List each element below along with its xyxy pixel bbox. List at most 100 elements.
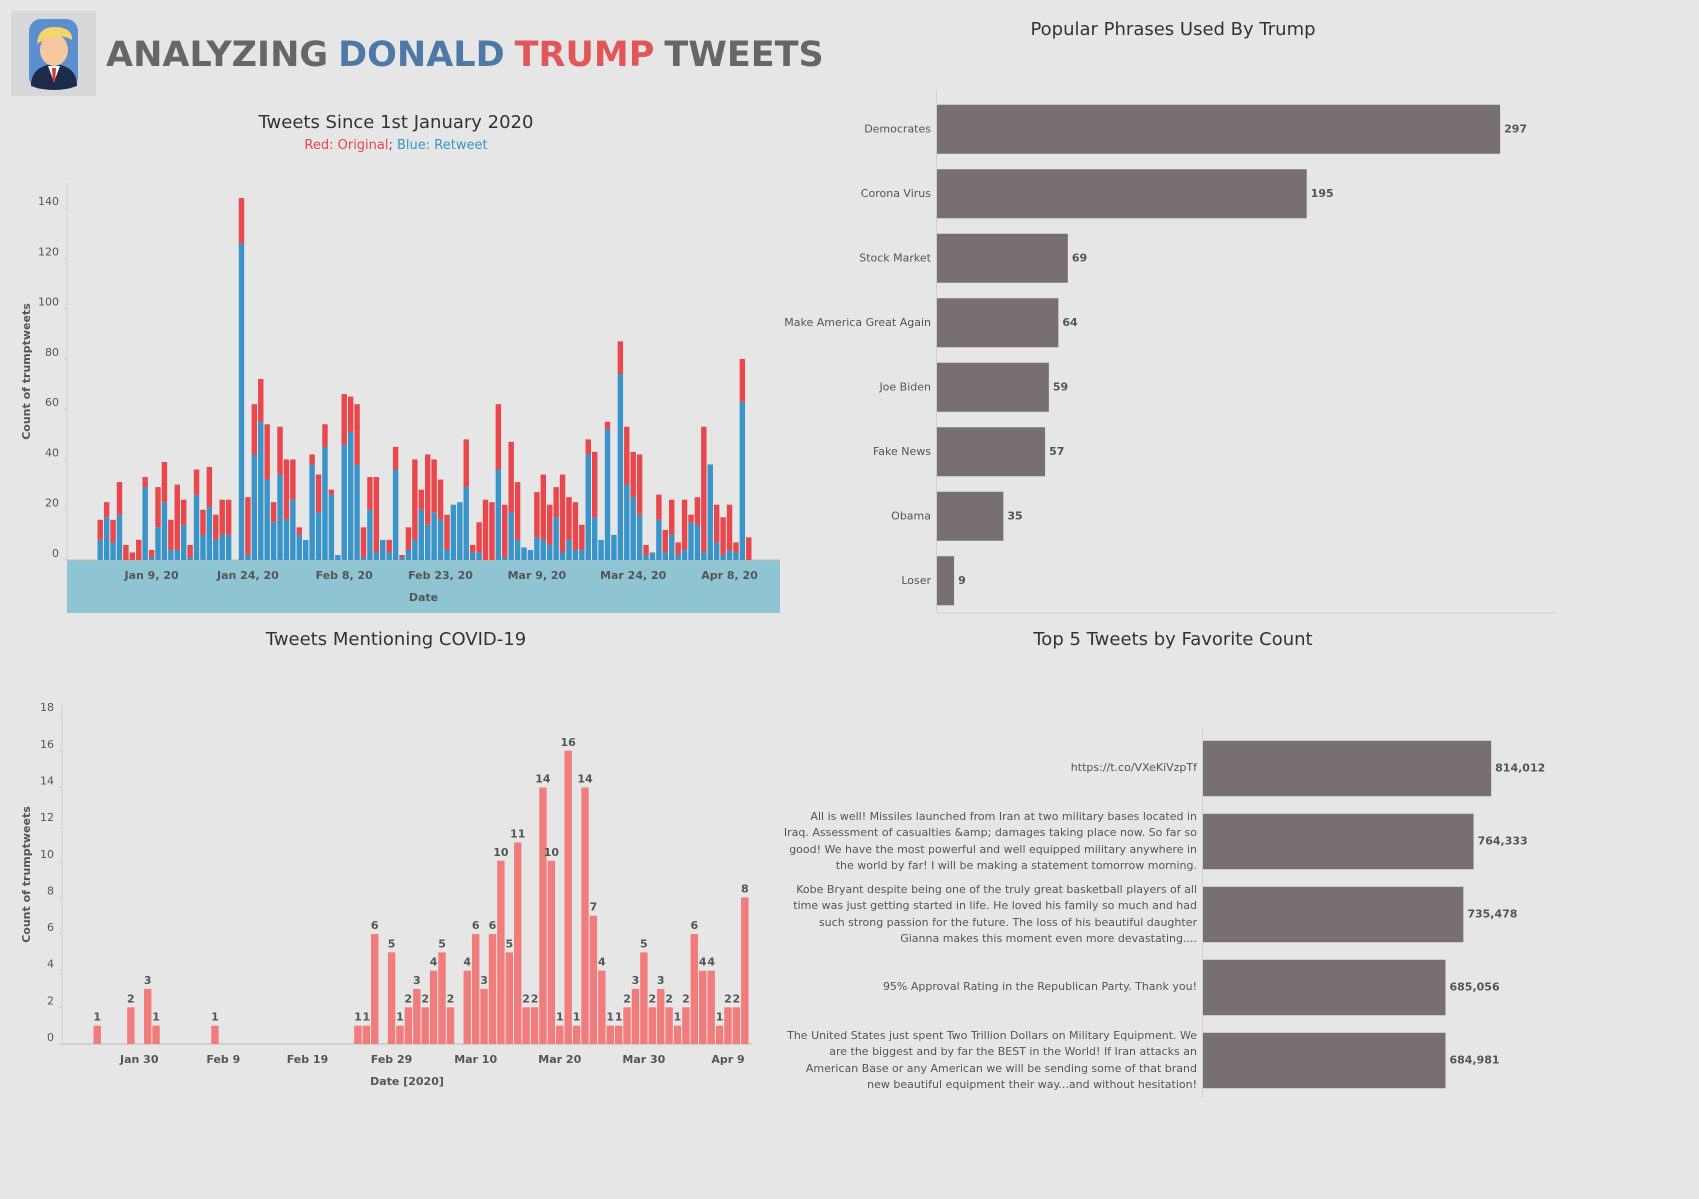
bar-segment xyxy=(681,499,688,550)
bar xyxy=(665,1007,673,1044)
bar-segment xyxy=(566,497,572,540)
bar-segment xyxy=(290,499,296,560)
value-label: 764,333 xyxy=(1478,835,1528,848)
bar-segment xyxy=(354,464,360,560)
category-label: Make America Great Again xyxy=(784,316,931,329)
bar xyxy=(514,842,522,1044)
bar xyxy=(93,1025,101,1044)
value-label: 4 xyxy=(699,956,707,969)
bar-segment xyxy=(591,517,598,560)
value-label: 57 xyxy=(1049,445,1064,458)
value-label: 735,478 xyxy=(1467,908,1517,921)
bar-segment xyxy=(258,421,264,560)
bar-segment xyxy=(200,509,206,535)
bar-segment xyxy=(315,512,322,560)
value-label: 1 xyxy=(152,1011,160,1024)
bar xyxy=(421,1007,429,1044)
bar xyxy=(429,970,438,1044)
x-tick-label: Feb 29 xyxy=(371,1053,413,1066)
value-label: 1 xyxy=(573,1011,581,1024)
bar-segment xyxy=(495,469,502,560)
value-label: 2 xyxy=(648,992,656,1005)
bar-segment xyxy=(630,497,636,560)
value-label: 1 xyxy=(716,1011,724,1024)
bar-segment xyxy=(688,522,694,560)
category-label: Obama xyxy=(891,509,931,522)
bar-segment xyxy=(116,514,123,560)
bar xyxy=(732,1007,741,1044)
bar-segment xyxy=(643,554,649,560)
category-label: The United States just spent Two Trillio… xyxy=(787,1028,1197,1092)
bar-segment xyxy=(219,534,225,560)
bar-segment xyxy=(277,426,283,475)
bar-segment xyxy=(437,479,444,520)
value-label: 684,981 xyxy=(1449,1054,1499,1067)
x-axis-band xyxy=(67,560,780,613)
value-label: 2 xyxy=(127,992,135,1005)
bar-segment xyxy=(136,539,142,560)
category-label: 95% Approval Rating in the Republican Pa… xyxy=(882,980,1197,993)
bar-segment xyxy=(559,474,566,553)
x-tick-label: Feb 23, 20 xyxy=(408,569,473,582)
bar-segment xyxy=(739,358,746,402)
bar-segment xyxy=(335,554,341,560)
bar-segment xyxy=(733,542,739,553)
bar-segment xyxy=(225,499,232,535)
value-label: 2 xyxy=(522,992,530,1005)
value-label: 9 xyxy=(958,574,966,587)
bar-segment xyxy=(193,494,200,560)
bar-segment xyxy=(392,446,399,470)
bar xyxy=(937,362,1049,412)
category-label: Corona Virus xyxy=(861,187,931,200)
bar-segment xyxy=(277,474,283,560)
bar-segment xyxy=(604,429,611,560)
bar xyxy=(690,934,699,1044)
bar xyxy=(937,491,1004,541)
bar-segment xyxy=(598,539,604,560)
value-label: 297 xyxy=(1504,122,1527,135)
value-label: 2 xyxy=(682,992,690,1005)
legend: Red: Original; Blue: Retweet xyxy=(304,138,487,153)
bar-segment xyxy=(180,524,187,560)
y-tick-label: 0 xyxy=(52,547,59,560)
y-tick-label: 20 xyxy=(45,497,59,510)
bar-segment xyxy=(251,454,258,560)
value-label: 6 xyxy=(371,919,379,932)
bar-segment xyxy=(110,519,116,543)
bar-segment xyxy=(508,512,514,560)
category-label: https://t.co/VXeKiVzpTf xyxy=(1070,761,1197,774)
bar-segment xyxy=(412,539,418,560)
bar-segment xyxy=(476,552,482,560)
value-label: 4 xyxy=(598,956,606,969)
value-label: 10 xyxy=(544,846,560,859)
bar-segment xyxy=(347,396,354,432)
bar-segment xyxy=(386,552,392,560)
bar xyxy=(396,1025,404,1044)
bar xyxy=(937,427,1046,477)
value-label: 1 xyxy=(615,1011,623,1024)
x-tick-label: Feb 9 xyxy=(206,1053,240,1066)
bar-segment xyxy=(283,459,290,520)
bar-segment xyxy=(746,537,752,560)
bar-segment xyxy=(572,502,579,550)
bar-segment xyxy=(392,469,399,560)
bar xyxy=(387,952,396,1044)
y-tick-label: 80 xyxy=(45,346,59,359)
title-word: TWEETS xyxy=(664,35,823,75)
category-label: Fake News xyxy=(873,445,931,458)
bar-segment xyxy=(168,549,174,560)
y-tick-label: 2 xyxy=(47,994,54,1007)
bar-segment xyxy=(720,554,726,560)
bar-segment xyxy=(264,424,270,480)
bar-segment xyxy=(726,504,733,550)
bar xyxy=(1203,1032,1446,1089)
bar-segment xyxy=(123,544,129,560)
bar xyxy=(937,233,1068,283)
dashboard-title: ANALYZING DONALD TRUMP TWEETS xyxy=(106,35,824,75)
chart-title: Tweets Since 1st January 2020 xyxy=(258,112,534,133)
bar-segment xyxy=(572,549,579,560)
bar xyxy=(211,1025,219,1044)
bar xyxy=(606,1025,614,1044)
